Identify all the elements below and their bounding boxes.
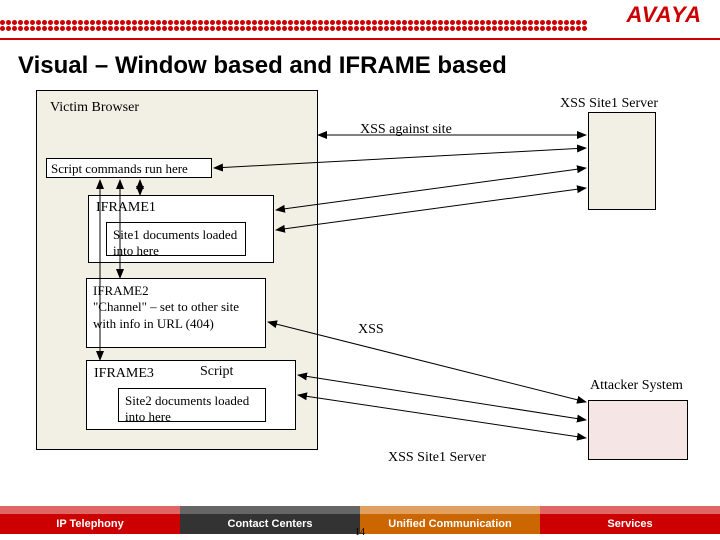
xss-site1-server-label-2: XSS Site1 Server [388, 450, 486, 466]
footer-top-seg [360, 506, 540, 514]
footer-top-seg [180, 506, 360, 514]
server-box-1 [588, 112, 656, 210]
iframe3-label: IFRAME3 [94, 366, 154, 382]
xss-site1-server-label: XSS Site1 Server [560, 96, 658, 112]
footer-top-seg [540, 506, 720, 514]
site2-docs-box: Site2 documents loaded into here [118, 388, 266, 422]
page-number: 14 [0, 527, 720, 538]
slide-title: Visual – Window based and IFRAME based [18, 52, 507, 80]
attacker-box [588, 400, 688, 460]
iframe1-label: IFRAME1 [96, 200, 156, 216]
header-dots [0, 20, 588, 36]
script-label: Script [200, 364, 233, 380]
attacker-label: Attacker System [590, 378, 683, 394]
xss-label: XSS [358, 322, 384, 338]
script-commands-box: Script commands run here [46, 158, 212, 178]
xss-against-site-label: XSS against site [360, 122, 452, 138]
footer-top-seg [0, 506, 180, 514]
iframe2-box: IFRAME2 "Channel" – set to other site wi… [86, 278, 266, 348]
header-underline [0, 38, 720, 40]
brand-logo: AVAYA [627, 2, 702, 28]
site1-docs-box: Site1 documents loaded into here [106, 222, 246, 256]
victim-browser-label: Victim Browser [50, 100, 139, 116]
